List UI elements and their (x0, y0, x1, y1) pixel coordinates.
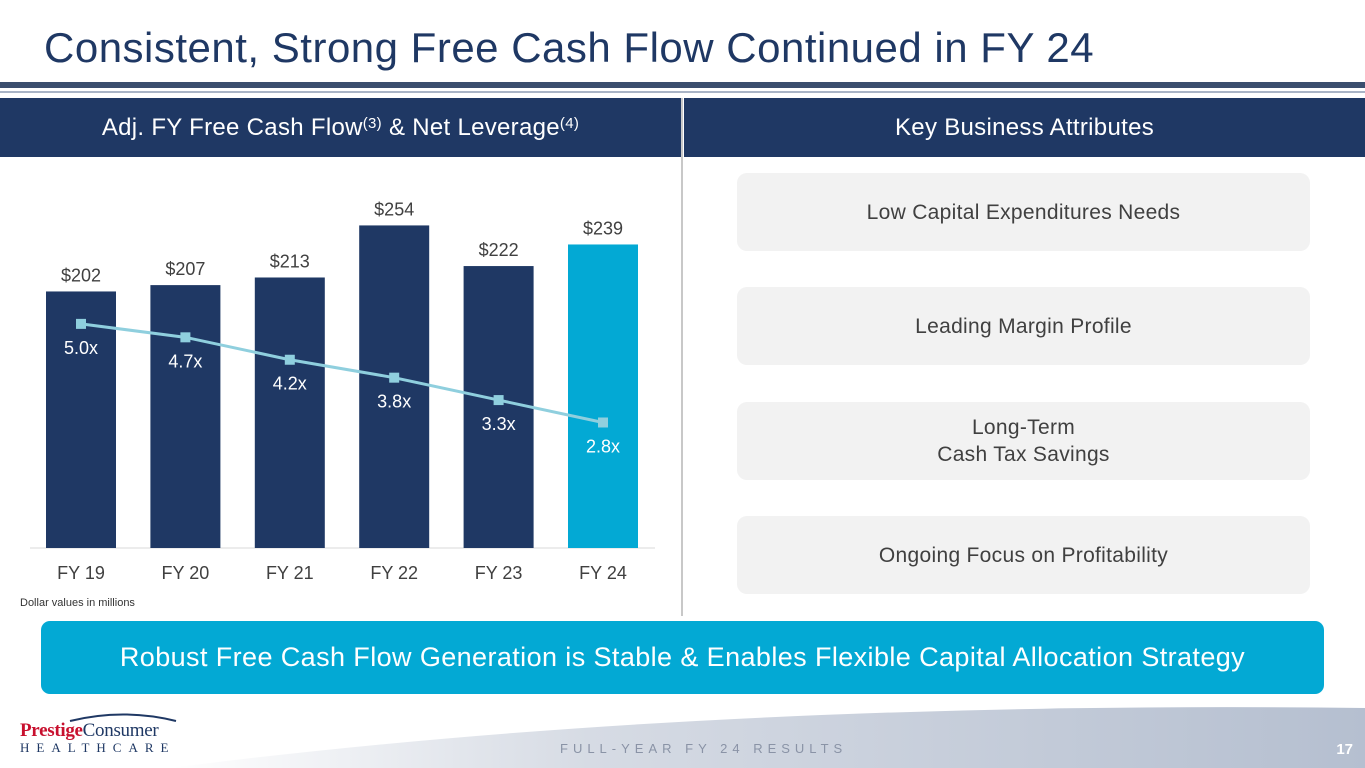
page-number: 17 (1336, 741, 1353, 758)
fcf-value-label: $202 (61, 265, 101, 285)
fcf-bar-fy-24 (568, 244, 638, 548)
attributes-panel-header: Key Business Attributes (684, 98, 1365, 157)
footnote-ref-3: (3) (362, 115, 382, 132)
logo-wordmark: PrestigeConsumer (20, 720, 175, 742)
net-leverage-label: 4.7x (168, 351, 202, 371)
fcf-value-label: $207 (165, 259, 205, 279)
footnote: Dollar values in millions (20, 597, 135, 609)
fcf-value-label: $213 (270, 251, 310, 271)
logo-word: Consumer (82, 720, 159, 741)
fcf-bar-fy-21 (254, 277, 325, 548)
attribute-profitability-focus: Ongoing Focus on Profitability (737, 516, 1310, 594)
logo-arc-icon (69, 713, 177, 722)
logo-brand: Prestige (20, 720, 83, 741)
title-rule (0, 82, 1365, 88)
net-leverage-marker (493, 395, 504, 406)
attribute-margin-profile: Leading Margin Profile (737, 287, 1310, 365)
x-tick-label: FY 20 (162, 563, 210, 583)
fcf-bar-fy-22 (359, 225, 430, 549)
chart-panel-header: Adj. FY Free Cash Flow (3) & Net Leverage… (0, 98, 681, 157)
net-leverage-label: 3.8x (377, 392, 411, 412)
summary-banner: Robust Free Cash Flow Generation is Stab… (41, 621, 1324, 694)
net-leverage-marker (598, 417, 608, 428)
x-tick-label: FY 19 (57, 563, 105, 583)
x-tick-label: FY 22 (370, 563, 418, 583)
net-leverage-marker (389, 372, 400, 383)
x-tick-label: FY 21 (266, 563, 314, 583)
net-leverage-marker (284, 354, 295, 365)
bars-layer (46, 225, 638, 549)
labels-layer: $202 FY 19 $207 FY 20 $213 FY 21 $254 FY 22 $222… (57, 199, 627, 583)
x-tick-label: FY 24 (579, 563, 627, 583)
panel-divider (681, 98, 683, 616)
footer-swoosh (170, 707, 1365, 768)
net-leverage-line (80, 322, 604, 424)
net-leverage-label: 3.3x (482, 414, 516, 434)
fcf-value-label: $239 (583, 218, 623, 238)
attribute-low-capex: Low Capital Expenditures Needs (737, 173, 1310, 251)
attribute-cash-tax-savings: Long-Term Cash Tax Savings (737, 402, 1310, 480)
chart-panel-header-text: Adj. FY Free Cash Flow (101, 113, 363, 141)
title-rule-thin (0, 91, 1365, 93)
fcf-leverage-chart: $202 FY 19 $207 FY 20 $213 FY 21 $254 FY 22 $222… (30, 199, 655, 583)
footnote-ref-4: (4) (559, 115, 580, 132)
net-leverage-marker (180, 332, 191, 343)
company-logo: PrestigeConsumer HEALTHCARE (20, 713, 177, 756)
fcf-value-label: $222 (479, 240, 519, 260)
report-label: FULL-YEAR FY 24 RESULTS (560, 741, 848, 756)
fcf-bar-fy-23 (463, 266, 534, 548)
x-tick-label: FY 23 (475, 563, 523, 583)
net-leverage-label: 5.0x (64, 338, 98, 358)
slide-title: Consistent, Strong Free Cash Flow Contin… (44, 24, 1095, 71)
net-leverage-marker (76, 318, 86, 329)
fcf-bar-fy-19 (46, 291, 116, 548)
fcf-value-label: $254 (374, 199, 414, 219)
chart-panel-header-text-2: & Net Leverage (381, 113, 560, 141)
logo-subtitle: HEALTHCARE (20, 740, 176, 755)
fcf-bar-fy-20 (150, 285, 221, 548)
net-leverage-label: 4.2x (273, 374, 307, 394)
net-leverage-label: 2.8x (586, 436, 620, 456)
leverage-line-layer (76, 318, 608, 428)
